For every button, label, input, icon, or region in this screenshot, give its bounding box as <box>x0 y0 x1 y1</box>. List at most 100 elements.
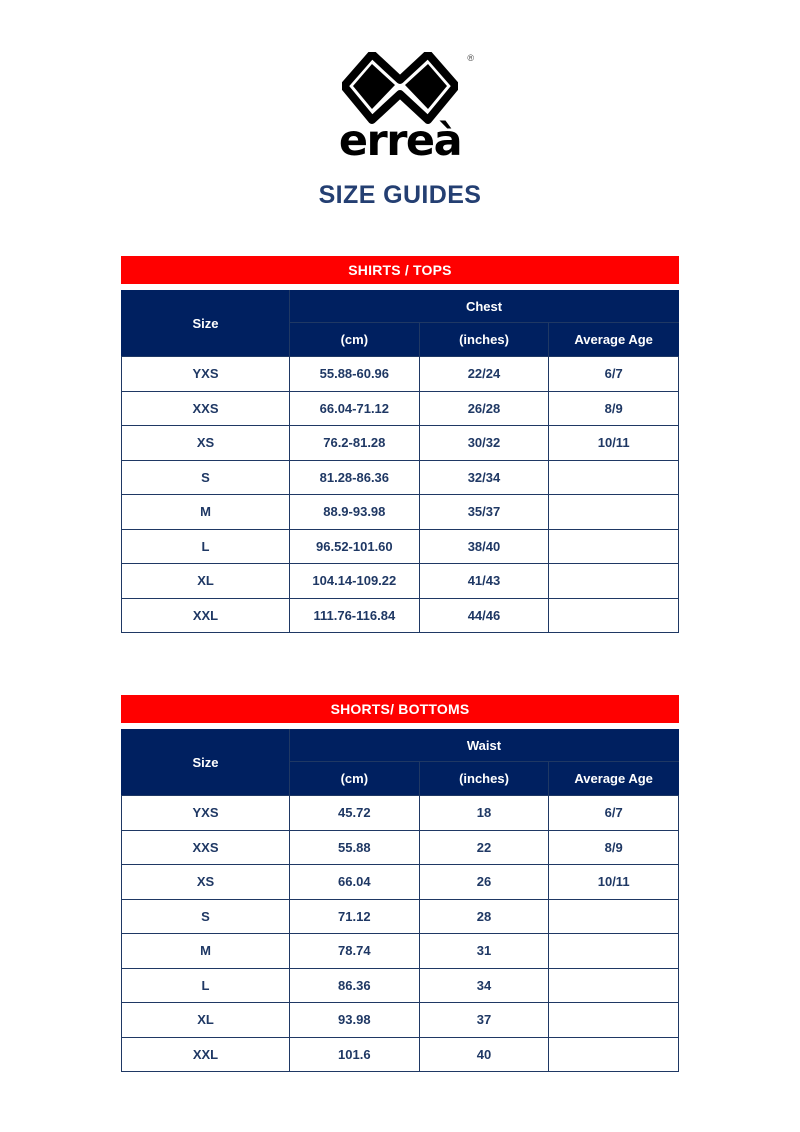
cell-cm: 86.36 <box>289 967 420 1003</box>
table-row: S 81.28-86.36 32/34 <box>121 459 679 495</box>
cell-size: XL <box>121 1002 290 1038</box>
cell-age <box>548 494 679 530</box>
cell-cm: 93.98 <box>289 1002 420 1038</box>
header-row-primary: Size Waist <box>121 729 679 796</box>
cell-size: YXS <box>121 795 290 831</box>
cell-inches: 26/28 <box>418 390 550 426</box>
table-body: YXS 55.88-60.96 22/24 6/7 XXS 66.04-71.1… <box>121 356 679 633</box>
table-row: XS 66.04 26 10/11 <box>121 864 679 900</box>
cell-cm: 55.88-60.96 <box>289 356 420 392</box>
table-row: YXS 45.72 18 6/7 <box>121 795 679 831</box>
cell-cm: 66.04-71.12 <box>289 390 420 426</box>
registered-trademark-icon: ® <box>467 53 474 63</box>
cell-inches: 18 <box>418 795 550 831</box>
cell-size: XS <box>121 864 290 900</box>
table-row: XS 76.2-81.28 30/32 10/11 <box>121 425 679 461</box>
header-cm: (cm) <box>289 322 420 357</box>
table-row: YXS 55.88-60.96 22/24 6/7 <box>121 356 679 392</box>
shorts-bottoms-table: Size Waist (cm) (inches) Average Age YXS… <box>121 729 679 1072</box>
table-row: L 86.36 34 <box>121 967 679 1003</box>
table-head: Size Waist (cm) (inches) Average Age <box>121 729 679 796</box>
cell-age <box>548 528 679 564</box>
shorts-bottoms-section: SHORTS/ BOTTOMS Size Waist (cm) (inches)… <box>121 695 679 1072</box>
header-size: Size <box>121 729 290 796</box>
cell-inches: 35/37 <box>418 494 550 530</box>
table-row: XXL 111.76-116.84 44/46 <box>121 597 679 633</box>
header-waist: Waist <box>289 729 679 762</box>
brand-header: ® erreà SIZE GUIDES <box>0 52 800 210</box>
cell-cm: 45.72 <box>289 795 420 831</box>
page-title: SIZE GUIDES <box>318 181 482 209</box>
errea-logo: ® erreà <box>320 52 480 170</box>
cell-inches: 40 <box>418 1036 550 1072</box>
shirts-tops-section: SHIRTS / TOPS Size Chest (cm) (inches) A… <box>121 256 679 633</box>
cell-inches: 34 <box>418 967 550 1003</box>
header-row-primary: Size Chest <box>121 290 679 357</box>
table-row: M 88.9-93.98 35/37 <box>121 494 679 530</box>
cell-inches: 37 <box>418 1002 550 1038</box>
cell-inches: 28 <box>418 898 550 934</box>
table-row: XL 93.98 37 <box>121 1002 679 1038</box>
cell-cm: 111.76-116.84 <box>289 597 420 633</box>
table-row: M 78.74 31 <box>121 933 679 969</box>
table-row: XXS 55.88 22 8/9 <box>121 829 679 865</box>
cell-cm: 88.9-93.98 <box>289 494 420 530</box>
cell-age: 8/9 <box>548 390 679 426</box>
cell-size: S <box>121 898 290 934</box>
header-average-age: Average Age <box>548 322 679 357</box>
cell-age <box>548 459 679 495</box>
cell-age <box>548 933 679 969</box>
header-cm: (cm) <box>289 761 420 796</box>
cell-age: 8/9 <box>548 829 679 865</box>
cell-age <box>548 1002 679 1038</box>
cell-size: L <box>121 528 290 564</box>
header-size: Size <box>121 290 290 357</box>
cell-cm: 78.74 <box>289 933 420 969</box>
errea-wordmark: erreà <box>338 116 463 166</box>
cell-inches: 26 <box>418 864 550 900</box>
header-chest: Chest <box>289 290 679 323</box>
cell-cm: 71.12 <box>289 898 420 934</box>
table-row: L 96.52-101.60 38/40 <box>121 528 679 564</box>
cell-inches: 31 <box>418 933 550 969</box>
cell-cm: 104.14-109.22 <box>289 563 420 599</box>
cell-age <box>548 563 679 599</box>
cell-size: M <box>121 494 290 530</box>
cell-inches: 38/40 <box>418 528 550 564</box>
table-row: XXS 66.04-71.12 26/28 8/9 <box>121 390 679 426</box>
cell-size: M <box>121 933 290 969</box>
header-inches: (inches) <box>418 322 550 357</box>
cell-size: XXS <box>121 829 290 865</box>
cell-size: L <box>121 967 290 1003</box>
cell-inches: 41/43 <box>418 563 550 599</box>
cell-size: XXL <box>121 1036 290 1072</box>
cell-inches: 44/46 <box>418 597 550 633</box>
section-banner-shorts-bottoms: SHORTS/ BOTTOMS <box>121 695 679 723</box>
header-inches: (inches) <box>418 761 550 796</box>
cell-size: XXS <box>121 390 290 426</box>
errea-double-diamond-logo-icon <box>342 52 458 124</box>
cell-age: 6/7 <box>548 795 679 831</box>
section-banner-shirts-tops: SHIRTS / TOPS <box>121 256 679 284</box>
table-row: S 71.12 28 <box>121 898 679 934</box>
cell-size: XXL <box>121 597 290 633</box>
cell-age <box>548 1036 679 1072</box>
cell-age <box>548 597 679 633</box>
cell-inches: 30/32 <box>418 425 550 461</box>
cell-cm: 101.6 <box>289 1036 420 1072</box>
table-head: Size Chest (cm) (inches) Average Age <box>121 290 679 357</box>
cell-size: S <box>121 459 290 495</box>
cell-age: 6/7 <box>548 356 679 392</box>
table-row: XL 104.14-109.22 41/43 <box>121 563 679 599</box>
cell-cm: 76.2-81.28 <box>289 425 420 461</box>
cell-age: 10/11 <box>548 425 679 461</box>
header-row-secondary: (cm) (inches) Average Age <box>122 761 679 796</box>
cell-cm: 96.52-101.60 <box>289 528 420 564</box>
cell-cm: 81.28-86.36 <box>289 459 420 495</box>
cell-age: 10/11 <box>548 864 679 900</box>
cell-inches: 22 <box>418 829 550 865</box>
cell-size: XS <box>121 425 290 461</box>
cell-age <box>548 967 679 1003</box>
cell-cm: 55.88 <box>289 829 420 865</box>
